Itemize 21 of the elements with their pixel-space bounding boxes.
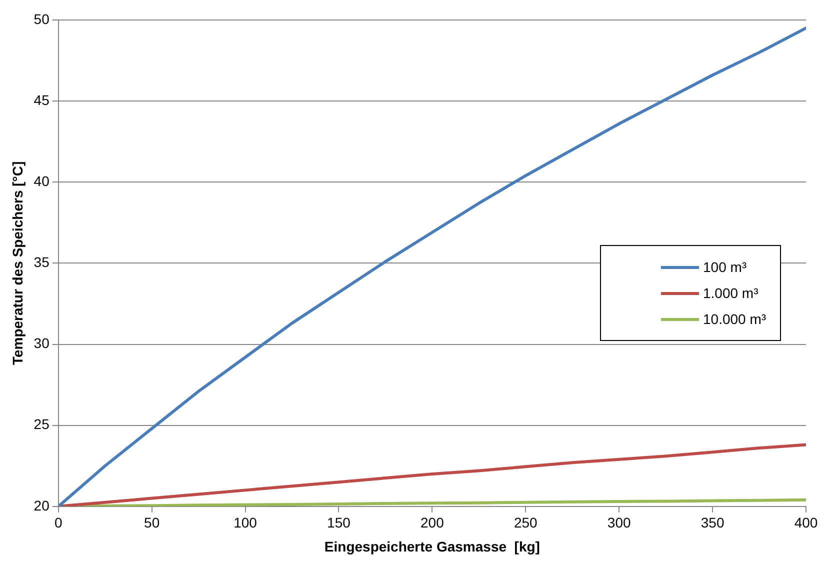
legend-label: 100 m³ [703, 259, 747, 276]
y-tick-label: 25 [34, 416, 50, 432]
x-tick-label: 400 [794, 514, 818, 531]
y-tick-label: 50 [34, 10, 50, 27]
x-tick-label: 100 [234, 514, 258, 531]
x-tick-label: 200 [420, 514, 444, 531]
y-tick-label: 35 [34, 254, 50, 270]
x-tick-label: 300 [607, 514, 631, 531]
x-tick-label: 350 [700, 514, 724, 531]
y-tick-label: 30 [34, 335, 50, 352]
legend-label: 1.000 m³ [703, 285, 758, 302]
y-tick-label: 45 [34, 92, 50, 108]
y-tick-label: 40 [34, 172, 50, 189]
x-tick-label: 0 [54, 514, 62, 531]
y-tick-label: 20 [34, 497, 50, 514]
y-axis-title: Temperatur des Speichers [°C] [9, 161, 26, 366]
x-tick-label: 250 [514, 514, 538, 531]
x-tick-label: 150 [327, 514, 351, 531]
x-axis-title: Eingespeicherte Gasmasse [kg] [324, 538, 540, 554]
x-tick-label: 50 [144, 514, 160, 531]
legend-label: 10.000 m³ [703, 311, 766, 328]
